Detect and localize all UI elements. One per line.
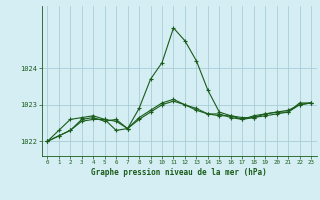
X-axis label: Graphe pression niveau de la mer (hPa): Graphe pression niveau de la mer (hPa)	[91, 168, 267, 177]
